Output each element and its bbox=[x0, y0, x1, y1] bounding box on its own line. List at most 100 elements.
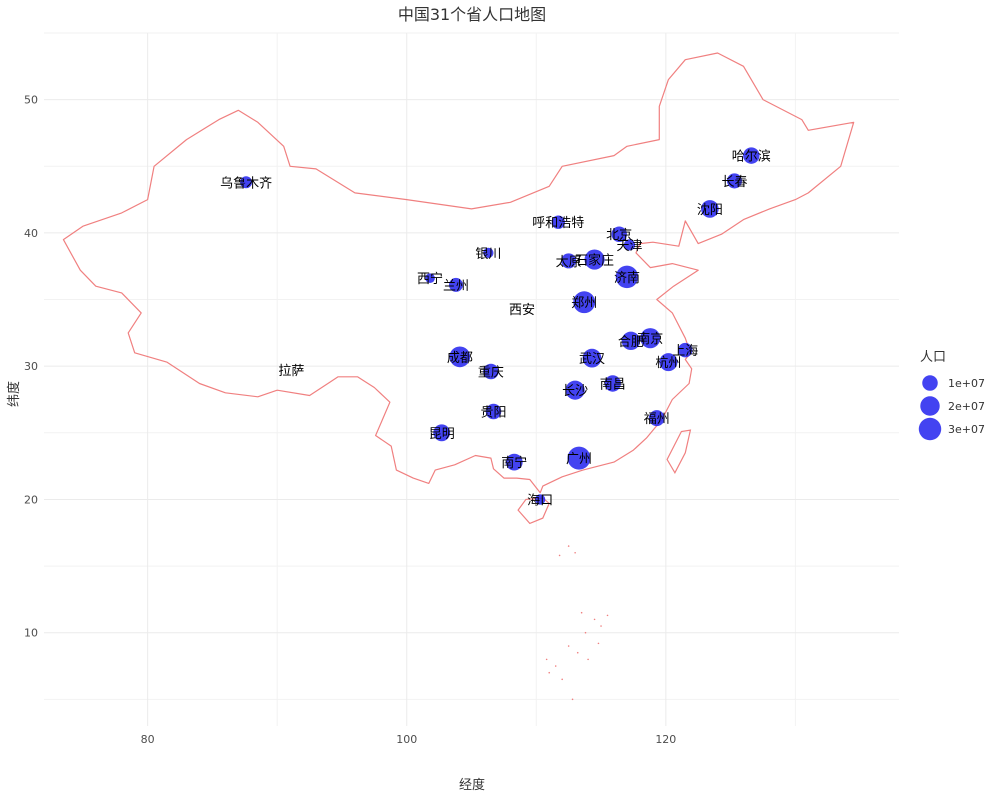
city-label: 西安 bbox=[509, 303, 535, 318]
city-point bbox=[726, 173, 742, 189]
island-dot bbox=[571, 698, 574, 701]
city-point bbox=[483, 247, 494, 259]
city-label: 北京 bbox=[606, 228, 632, 243]
taiwan-outline bbox=[666, 429, 692, 475]
legend-title: 人口 bbox=[920, 350, 946, 365]
legend-label: 2e+07 bbox=[948, 400, 985, 413]
city-label: 长沙 bbox=[562, 384, 588, 399]
city-label: 哈尔滨 bbox=[732, 149, 771, 165]
city-point bbox=[449, 346, 471, 368]
city-label: 济南 bbox=[614, 270, 640, 286]
legend-label: 1e+07 bbox=[948, 377, 985, 390]
city-point bbox=[623, 239, 636, 251]
city-point bbox=[621, 331, 641, 351]
city-label: 上海 bbox=[672, 344, 698, 359]
x-tick-label: 100 bbox=[396, 733, 417, 746]
city-label: 南宁 bbox=[501, 455, 527, 471]
city-label: 海口 bbox=[527, 493, 553, 508]
y-tick-label: 40 bbox=[24, 227, 38, 240]
city-label: 南昌 bbox=[600, 376, 626, 392]
island-dot bbox=[587, 658, 589, 661]
city-label: 昆明 bbox=[429, 427, 455, 442]
city-point bbox=[535, 494, 546, 505]
city-points bbox=[240, 147, 760, 505]
country-outline bbox=[62, 52, 855, 494]
legend-key bbox=[920, 396, 940, 416]
city-point bbox=[505, 453, 523, 471]
chart-title: 中国31个省人口地图 bbox=[398, 5, 546, 24]
island-dot bbox=[574, 551, 576, 554]
city-point bbox=[551, 215, 565, 229]
x-axis-ticks: 80 100 120 bbox=[141, 733, 677, 746]
island-dot bbox=[606, 614, 609, 617]
city-label: 呼和浩特 bbox=[532, 216, 584, 231]
city-label: 杭州 bbox=[655, 356, 681, 371]
city-point bbox=[573, 291, 596, 314]
legend-label: 3e+07 bbox=[948, 423, 985, 436]
x-axis-title: 经度 bbox=[459, 777, 485, 793]
city-point bbox=[240, 176, 253, 189]
island-dot bbox=[567, 545, 570, 547]
y-axis-title: 纬度 bbox=[6, 381, 22, 407]
legend-key bbox=[922, 375, 938, 391]
legend-key bbox=[918, 417, 942, 441]
city-label: 贵阳 bbox=[481, 405, 507, 420]
city-point bbox=[582, 348, 602, 368]
city-label: 太原 bbox=[556, 255, 582, 270]
hainan-outline bbox=[517, 497, 550, 525]
city-label: 武汉 bbox=[579, 352, 605, 367]
city-label: 沈阳 bbox=[697, 203, 723, 218]
city-label: 郑州 bbox=[571, 296, 597, 311]
city-label: 拉萨 bbox=[278, 364, 304, 379]
city-label: 银川 bbox=[475, 247, 501, 262]
x-tick-label: 120 bbox=[655, 733, 676, 746]
city-point bbox=[584, 249, 605, 270]
city-label: 福州 bbox=[644, 412, 670, 427]
city-point bbox=[615, 265, 639, 289]
city-label: 西宁 bbox=[417, 271, 443, 287]
city-label: 南京 bbox=[637, 331, 663, 347]
island-dot bbox=[580, 611, 583, 614]
china-boundary bbox=[62, 52, 855, 701]
city-point bbox=[701, 200, 719, 218]
city-point bbox=[743, 147, 760, 164]
city-label: 石家庄 bbox=[575, 253, 614, 269]
city-point bbox=[425, 273, 435, 284]
island-dot bbox=[545, 658, 548, 661]
city-point bbox=[565, 380, 585, 400]
y-tick-label: 50 bbox=[24, 94, 38, 107]
city-point bbox=[678, 342, 693, 358]
city-label: 合肥 bbox=[618, 335, 644, 350]
y-tick-label: 20 bbox=[24, 493, 38, 506]
plot-panel bbox=[44, 33, 899, 726]
city-point bbox=[659, 353, 678, 372]
city-label: 成都 bbox=[447, 351, 473, 366]
city-point bbox=[433, 424, 451, 442]
city-label: 长春 bbox=[721, 175, 747, 190]
city-point bbox=[485, 403, 502, 420]
city-point bbox=[483, 363, 499, 380]
city-point bbox=[640, 328, 661, 349]
city-point bbox=[611, 226, 627, 242]
city-label: 乌鲁木齐 bbox=[220, 175, 272, 191]
island-dot bbox=[567, 645, 570, 647]
island-dot bbox=[576, 651, 579, 654]
island-dot bbox=[561, 678, 563, 681]
city-point bbox=[567, 446, 591, 470]
city-point bbox=[648, 410, 665, 427]
city-point bbox=[561, 253, 577, 269]
city-label: 兰州 bbox=[443, 279, 469, 294]
island-dot bbox=[554, 665, 557, 667]
city-label: 广州 bbox=[566, 452, 592, 467]
grid-lines bbox=[44, 32, 899, 726]
y-tick-label: 30 bbox=[24, 360, 38, 373]
island-dot bbox=[600, 625, 602, 627]
island-dot bbox=[584, 631, 587, 634]
y-axis-ticks: 10 20 30 40 50 bbox=[24, 94, 38, 640]
city-label: 重庆 bbox=[478, 365, 504, 381]
island-dot bbox=[548, 671, 551, 674]
island-dot bbox=[558, 554, 561, 557]
island-dot bbox=[597, 642, 600, 645]
